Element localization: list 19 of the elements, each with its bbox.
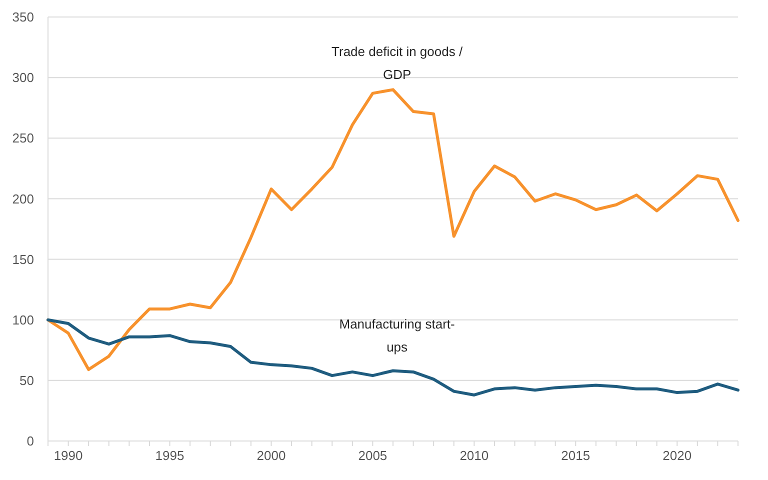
x-tick-label: 2010 — [460, 448, 489, 463]
x-tick-label: 2000 — [256, 448, 286, 463]
y-tick-label: 350 — [12, 10, 34, 25]
x-tick-label: 2015 — [561, 448, 590, 463]
x-tick-label: 2005 — [358, 448, 388, 463]
y-tick-label: 50 — [20, 372, 34, 388]
y-tick-label: 300 — [12, 70, 34, 86]
y-tick-label: 250 — [12, 130, 34, 146]
y-tick-label: 0 — [26, 434, 34, 449]
y-tick-label: 100 — [12, 312, 34, 328]
y-tick-label: 200 — [12, 191, 34, 206]
series-label: Manufacturing start-ups — [339, 316, 455, 354]
line-series — [46, 88, 740, 372]
line-series — [46, 318, 740, 396]
x-tick-label: 1995 — [155, 448, 184, 463]
x-tick-label: 1990 — [54, 448, 83, 463]
x-tick-label: 2020 — [662, 448, 692, 463]
text: Trade deficit in goods / GDP — [332, 44, 463, 82]
y-tick-label: 150 — [12, 252, 34, 267]
